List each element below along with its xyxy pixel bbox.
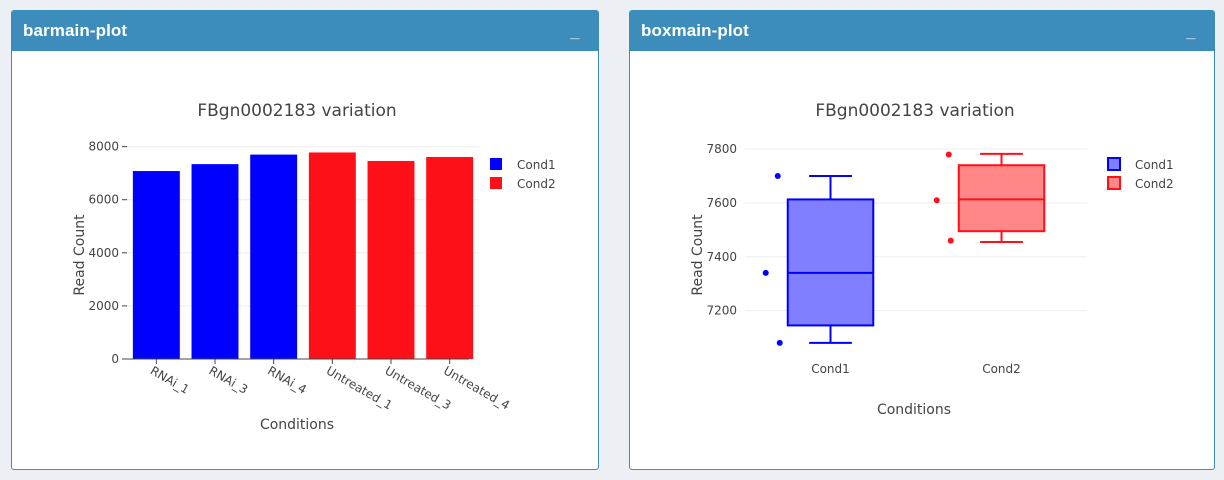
data-point [947,237,954,244]
x-tick-label: RNAi_4 [265,363,309,396]
data-point [762,269,769,276]
panel-header: barmain-plot _ [12,11,598,51]
x-tick-label: Cond2 [982,362,1021,376]
bar [426,156,474,359]
box-group [762,173,875,346]
box [957,164,1046,233]
y-tick-label: 7400 [706,250,737,264]
y-tick-label: 2000 [88,299,119,313]
legend-swatch-cond1 [1107,157,1121,171]
y-axis-label: Read Count [690,214,706,296]
panel-title: barmain-plot [23,21,128,40]
legend[interactable]: Cond1 Cond2 [490,158,556,191]
y-tick-label: 0 [111,352,119,366]
x-tick-label: Cond1 [811,362,850,376]
data-point [776,339,783,346]
x-tick-label: RNAi_1 [148,363,192,396]
legend[interactable]: Cond1 Cond2 [1107,157,1174,191]
data-point [774,173,781,179]
x-axis-label: Conditions [877,402,951,418]
collapse-button[interactable]: _ [570,24,580,41]
y-tick-label: 8000 [88,140,119,154]
data-point [945,151,952,158]
legend-label-cond2[interactable]: Cond2 [1135,177,1174,191]
chart-title: FBgn0002183 variation [815,101,1014,121]
y-tick-label: 7800 [706,142,737,156]
legend-label-cond2[interactable]: Cond2 [517,177,556,191]
x-axis-label: Conditions [260,417,334,433]
bar-chart: FBgn0002183 variation 02000400060008000 … [72,101,556,433]
legend-label-cond1[interactable]: Cond1 [517,158,556,172]
x-tick-label: RNAi_3 [207,363,251,396]
data-point [933,197,940,204]
box-chart: FBgn0002183 variation 7200 7400 7600 7800 C… [690,101,1174,418]
boxmain-plot-panel: boxmain-plot _ FBgn0002183 variation 720… [629,10,1215,470]
legend-swatch-cond2 [490,177,502,189]
y-tick-label: 6000 [88,193,119,207]
box-group [933,151,1046,244]
legend-swatch-cond2 [1107,176,1121,190]
legend-label-cond1[interactable]: Cond1 [1135,158,1174,172]
y-tick-label: 4000 [88,246,119,260]
collapse-button[interactable]: _ [1186,24,1196,41]
bar [132,171,180,359]
chart-title: FBgn0002183 variation [197,101,396,121]
bar [191,164,239,359]
box [786,198,875,327]
bar [250,154,298,359]
x-tick-label: Untreated_4 [441,363,512,412]
y-axis-label: Read Count [72,214,88,296]
bar [367,160,415,359]
panel-header: boxmain-plot _ [630,11,1214,51]
legend-swatch-cond1 [490,158,502,170]
bar [308,152,356,359]
y-tick-label: 7200 [706,304,737,318]
y-tick-label: 7600 [706,196,737,210]
panel-title: boxmain-plot [641,21,749,40]
barmain-plot-panel: barmain-plot _ FBgn0002183 variation 0 20… [11,10,599,470]
